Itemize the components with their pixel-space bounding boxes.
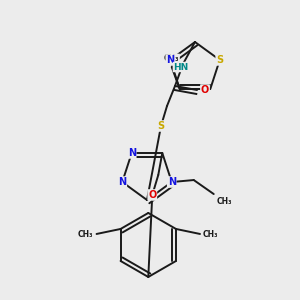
Text: CH₃: CH₃	[203, 230, 218, 239]
Text: O: O	[148, 190, 156, 200]
Text: N: N	[166, 55, 174, 65]
Text: CH₃: CH₃	[217, 197, 232, 206]
Text: S: S	[158, 121, 165, 131]
Text: S: S	[216, 55, 223, 65]
Text: CH₃: CH₃	[164, 54, 179, 63]
Text: N: N	[118, 177, 126, 187]
Text: O: O	[201, 85, 209, 95]
Text: CH₃: CH₃	[78, 230, 94, 239]
Text: N: N	[128, 148, 136, 158]
Text: HN: HN	[173, 62, 189, 71]
Text: N: N	[168, 177, 176, 187]
